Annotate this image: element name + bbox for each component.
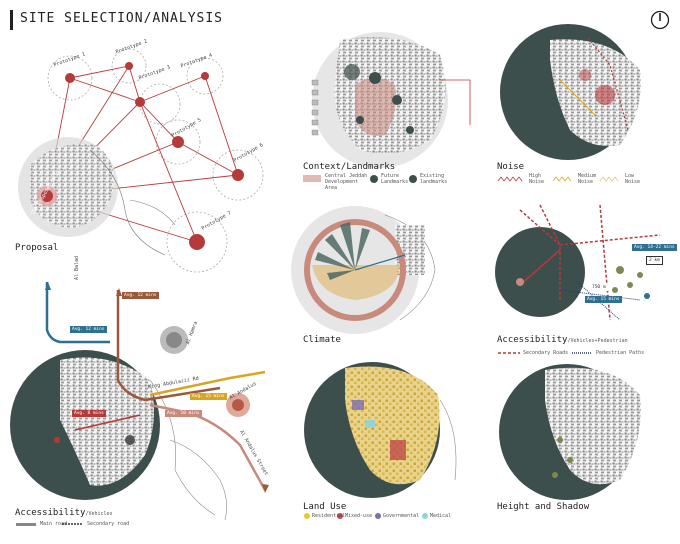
legend-pedestrian-paths: Pedestrian Paths bbox=[596, 350, 645, 356]
panel-title-proposal: Proposal bbox=[15, 243, 59, 253]
distance-tag: 750 m bbox=[590, 284, 608, 291]
proposal-diagram bbox=[18, 48, 264, 273]
legend-secondary-road: Secondary road bbox=[87, 521, 130, 527]
panel-title-noise: Noise bbox=[497, 162, 525, 172]
legend-medium-noise: Medium Noise bbox=[578, 173, 597, 185]
travel-time-tag: Avg. 15 mins bbox=[190, 393, 227, 400]
legend-development-area: Central Jeddah Development Area bbox=[325, 173, 368, 191]
panel-title-context: Context/Landmarks bbox=[303, 162, 396, 172]
road-name: Al Balad bbox=[74, 255, 81, 281]
page-title: SITE SELECTION/ANALYSIS bbox=[20, 11, 224, 26]
legend-governmental: Governmental bbox=[383, 513, 420, 519]
legend-existing-landmarks: Existing landmarks bbox=[420, 173, 448, 185]
legend-medical: Medical bbox=[430, 513, 452, 519]
climate-diagram bbox=[291, 206, 436, 334]
vehicles-map bbox=[10, 282, 269, 521]
legend-mixed-use: Mixed-use bbox=[345, 513, 373, 519]
context-map bbox=[311, 32, 471, 168]
legend-swatches bbox=[16, 175, 619, 526]
distance-tag: 2 km bbox=[646, 256, 663, 265]
pedestrian-map bbox=[495, 204, 661, 321]
height-map bbox=[499, 364, 641, 500]
travel-time-tag: Avg. 14-22 mins bbox=[632, 244, 677, 251]
legend-high-noise: High Noise bbox=[529, 173, 545, 185]
north-arrow-icon bbox=[650, 10, 670, 34]
legend-residential: Residential bbox=[312, 513, 346, 519]
legend-future-landmarks: Future Landmarks bbox=[381, 173, 409, 185]
land-use-map bbox=[304, 362, 457, 498]
title-accent-bar bbox=[10, 10, 13, 30]
noise-map bbox=[500, 24, 641, 160]
travel-time-tag: Avg. 12 mins bbox=[70, 326, 107, 333]
panel-title-height-shadow: Height and Shadow bbox=[497, 502, 590, 512]
travel-time-tag: Avg. 15 mins bbox=[585, 296, 622, 303]
travel-time-tag: Avg. 8 mins bbox=[72, 410, 106, 417]
travel-time-tag: Avg. 12 mins bbox=[122, 292, 159, 299]
panel-title-access-pedestrian: Accessibility/Vehicles+Pedestrian bbox=[497, 335, 628, 345]
legend-secondary-roads: Secondary Roads bbox=[523, 350, 569, 356]
panel-title-accessibility-vehicles: Accessibility/Vehicles bbox=[15, 508, 113, 518]
panel-title-land-use: Land Use bbox=[303, 502, 347, 512]
panel-title-climate: Climate bbox=[303, 335, 341, 345]
legend-low-noise: Low Noise bbox=[625, 173, 641, 185]
legend-main-road: Main road bbox=[40, 521, 68, 527]
travel-time-tag: Avg. 10 mins bbox=[165, 410, 202, 417]
